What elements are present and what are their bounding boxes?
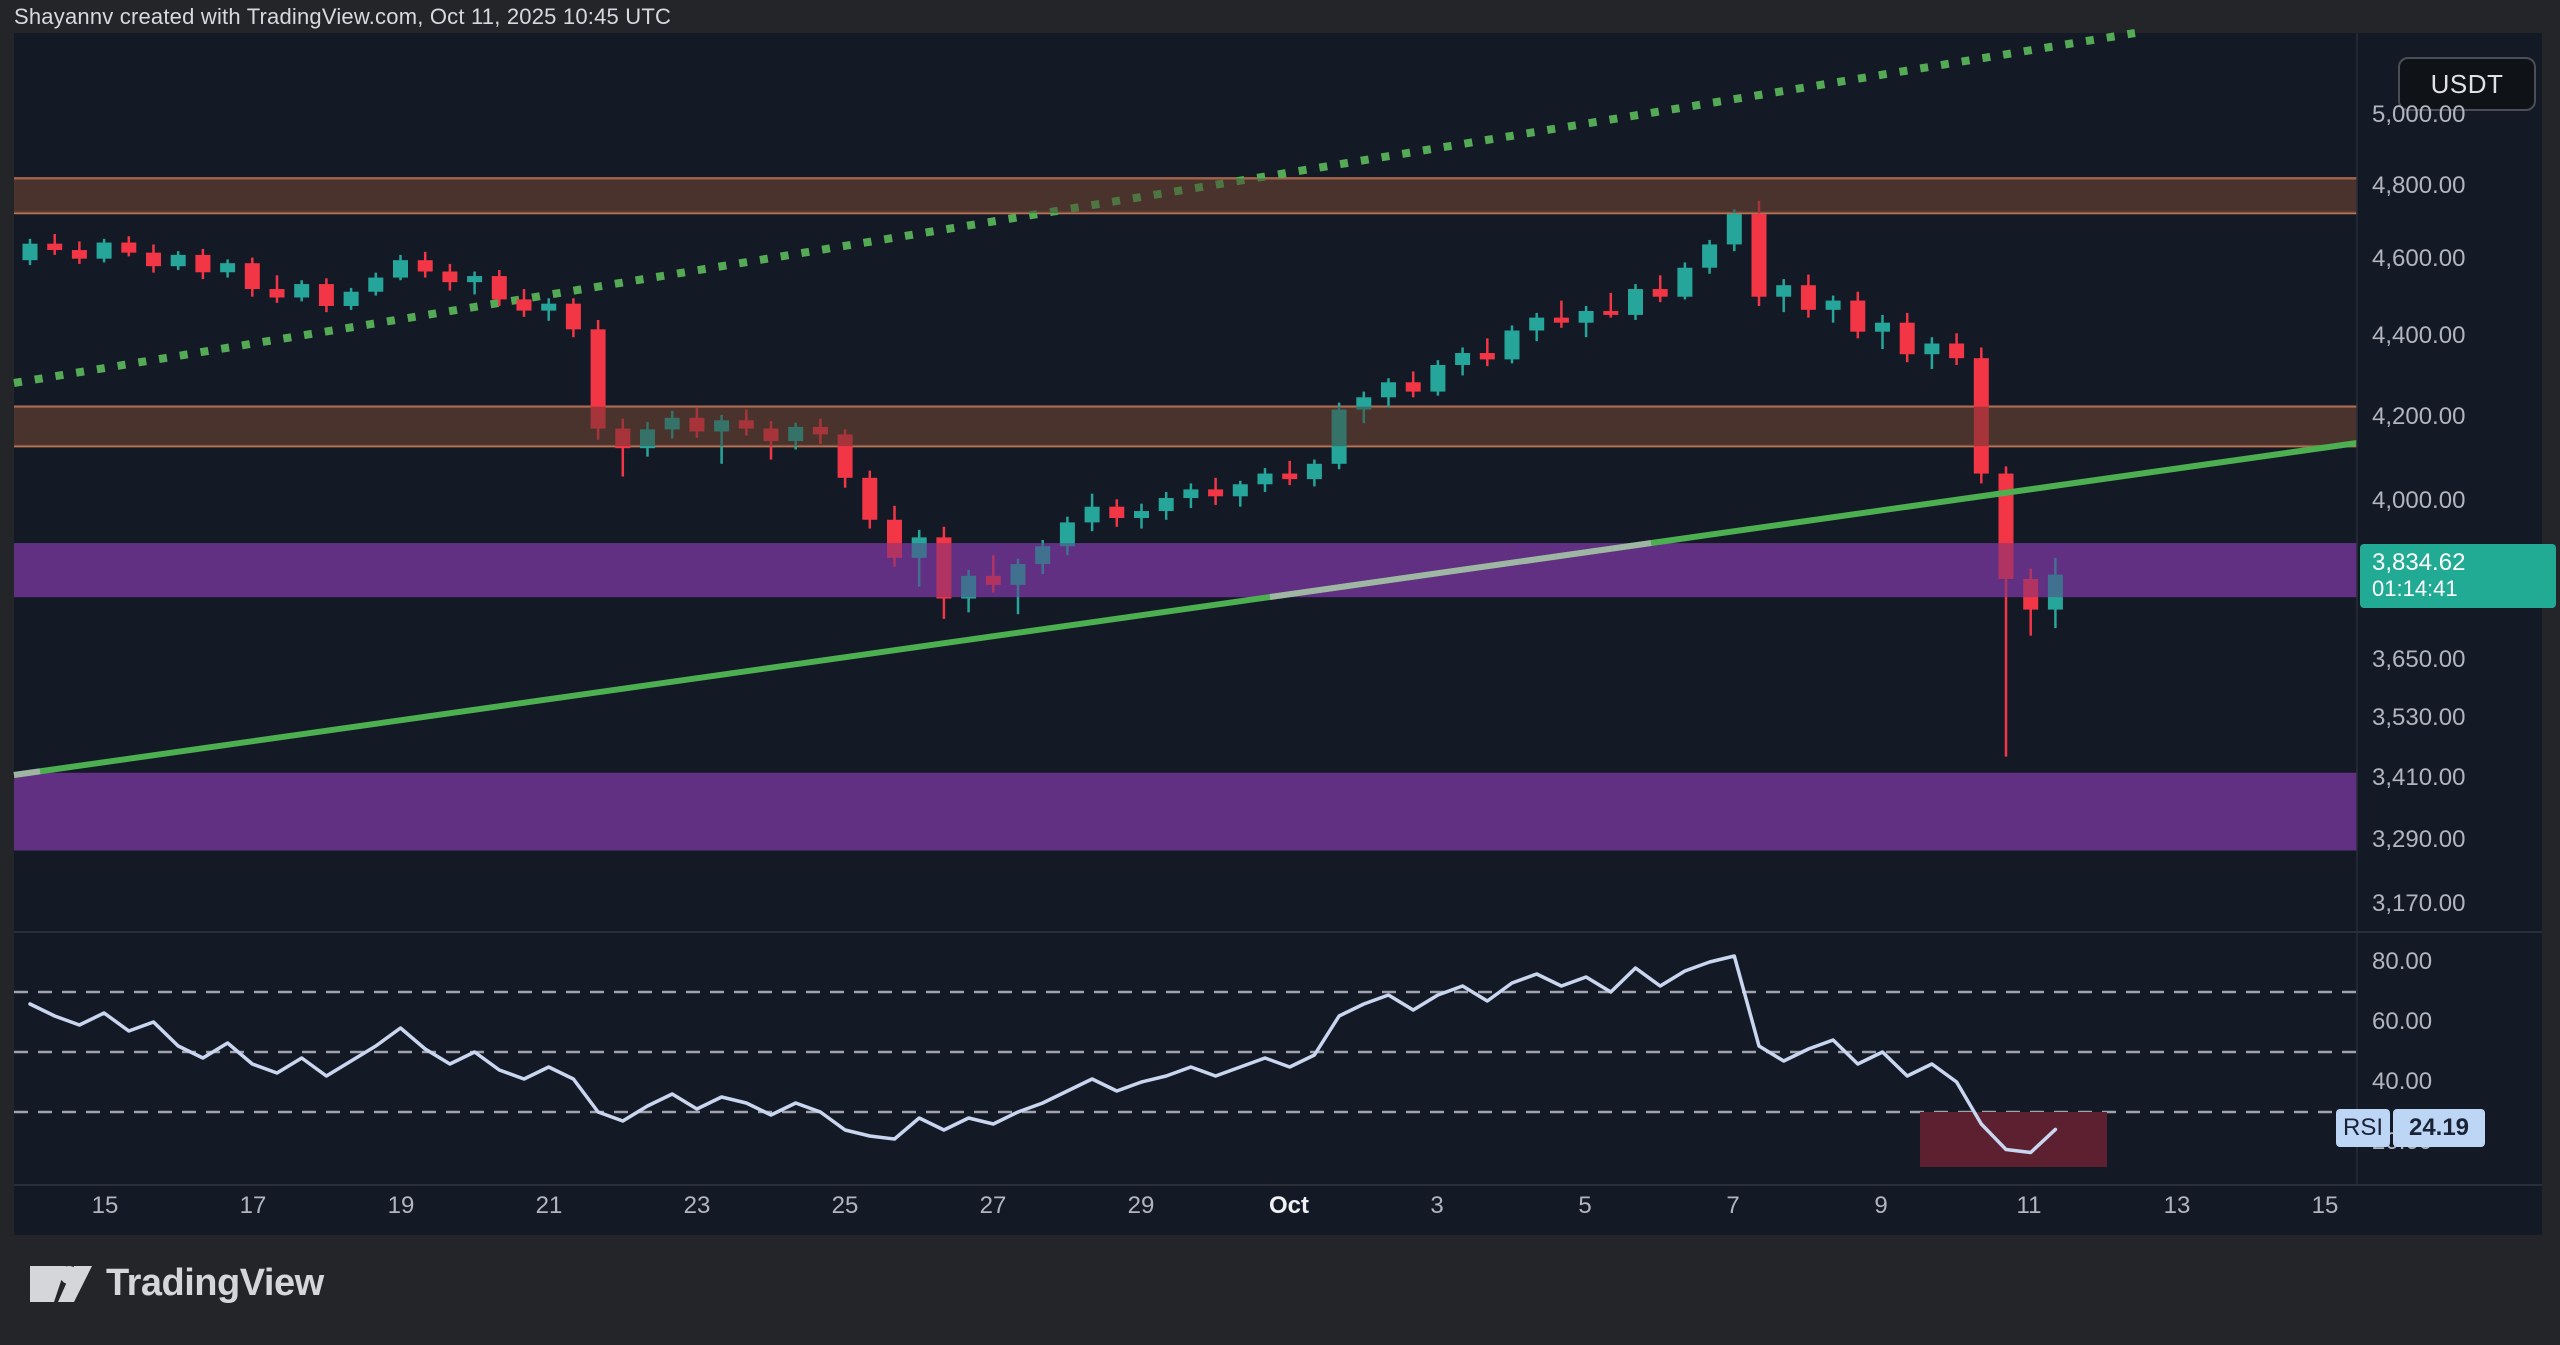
time-axis-label: Oct bbox=[1268, 1192, 1310, 1219]
time-axis-label: 17 bbox=[239, 1192, 267, 1219]
time-axis-label: 7 bbox=[1726, 1192, 1740, 1219]
price-axis-label: 3,410.00 bbox=[2372, 763, 2466, 791]
rsi-current-value-badge: 24.19 bbox=[2393, 1109, 2485, 1147]
quote-currency-button[interactable]: USDT bbox=[2398, 57, 2536, 111]
price-axis-label: 4,800.00 bbox=[2372, 171, 2466, 199]
time-axis-label: 25 bbox=[831, 1192, 859, 1219]
rsi-indicator-label: RSI bbox=[2336, 1109, 2390, 1147]
price-axis-label: 4,000.00 bbox=[2372, 487, 2466, 515]
resistance-zone-4200 bbox=[14, 406, 2357, 447]
time-axis-label: 13 bbox=[2163, 1192, 2191, 1219]
time-axis-label: 5 bbox=[1578, 1192, 1592, 1219]
price-axis-label: 4,200.00 bbox=[2372, 402, 2466, 430]
candle-countdown-timer: 01:14:41 bbox=[2372, 575, 2458, 601]
price-axis-label: 4,600.00 bbox=[2372, 245, 2466, 273]
dotted-ascending-trendline bbox=[13, 29, 2136, 387]
solid-ascending-trendline bbox=[13, 440, 2358, 778]
tradingview-logo[interactable]: TradingView bbox=[30, 1262, 324, 1305]
candlesticks bbox=[22, 200, 2063, 757]
time-axis-label: 9 bbox=[1874, 1192, 1888, 1219]
resistance-zone-4800 bbox=[14, 178, 2357, 213]
time-axis-label: 29 bbox=[1127, 1192, 1155, 1219]
rsi-line bbox=[28, 954, 2058, 1155]
time-axis-label: 21 bbox=[535, 1192, 563, 1219]
price-axis-label: 3,170.00 bbox=[2372, 890, 2466, 918]
price-axis-label: 3,290.00 bbox=[2372, 825, 2466, 853]
rsi-axis-label: 80.00 bbox=[2372, 948, 2433, 975]
price-zones bbox=[14, 177, 2357, 851]
support-zone-3410 bbox=[14, 772, 2357, 851]
time-axis-label: 15 bbox=[2311, 1192, 2339, 1219]
price-axis-label: 5,000.00 bbox=[2372, 101, 2466, 128]
rsi-axis-label: 40.00 bbox=[2372, 1068, 2433, 1095]
tradingview-logo-icon bbox=[30, 1265, 92, 1302]
time-axis-label: 23 bbox=[683, 1192, 711, 1219]
attribution-header: Shayannv created with TradingView.com, O… bbox=[14, 4, 672, 29]
current-price-value: 3,834.62 bbox=[2372, 548, 2466, 576]
rsi-oversold-highlight-box bbox=[1920, 1112, 2107, 1167]
rsi-axis-label: 60.00 bbox=[2372, 1008, 2433, 1035]
price-axis-label: 3,650.00 bbox=[2372, 646, 2466, 674]
time-axis-label: 15 bbox=[91, 1192, 119, 1219]
price-axis-label: 3,530.00 bbox=[2372, 703, 2466, 731]
zone-tints bbox=[14, 178, 2357, 851]
tradingview-logo-wordmark: TradingView bbox=[106, 1262, 324, 1304]
time-axis-label: 27 bbox=[979, 1192, 1007, 1219]
chart-canvas-background bbox=[14, 33, 2542, 1235]
time-axis-label: 19 bbox=[387, 1192, 415, 1219]
current-price-badge: 3,834.62 01:14:41 bbox=[2360, 543, 2556, 608]
rsi-panel bbox=[14, 954, 2357, 1167]
support-zone-3834 bbox=[14, 543, 2357, 598]
price-axis-label: 4,400.00 bbox=[2372, 322, 2466, 350]
time-axis-label: 11 bbox=[2016, 1192, 2042, 1219]
time-axis-label: 3 bbox=[1430, 1192, 1444, 1219]
